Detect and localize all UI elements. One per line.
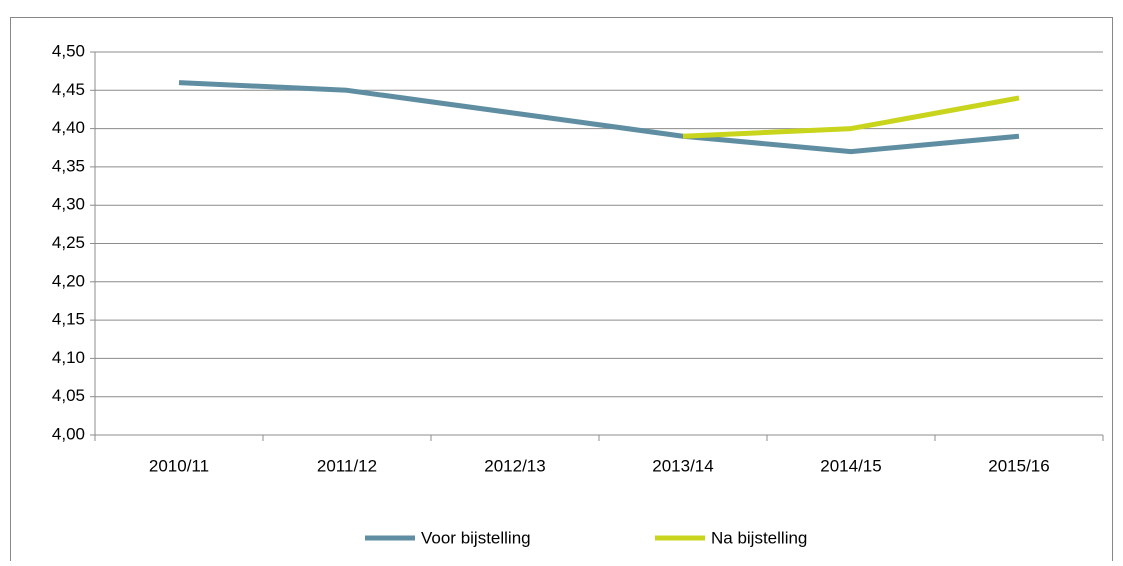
legend-label: Na bijstelling <box>711 528 807 547</box>
y-tick-label: 4,10 <box>52 348 85 367</box>
y-tick-label: 4,25 <box>52 233 85 252</box>
series-line <box>178 80 1020 155</box>
y-tick-label: 4,15 <box>52 310 85 329</box>
x-tick-label: 2012/13 <box>484 456 545 475</box>
y-tick-label: 4,05 <box>52 386 85 405</box>
chart-frame <box>10 17 1113 566</box>
x-tick-label: 2015/16 <box>988 456 1049 475</box>
x-tick-label: 2013/14 <box>652 456 713 475</box>
legend-label: Voor bijstelling <box>421 528 531 547</box>
x-tick-label: 2011/12 <box>317 456 377 475</box>
y-tick-label: 4,45 <box>52 80 85 99</box>
y-tick-label: 4,50 <box>52 41 85 60</box>
y-tick-label: 4,35 <box>52 156 85 175</box>
x-tick-label: 2010/11 <box>149 456 209 475</box>
y-tick-label: 4,20 <box>52 271 85 290</box>
y-tick-label: 4,40 <box>52 118 85 137</box>
y-tick-label: 4,30 <box>52 195 85 214</box>
series-line <box>682 95 1020 139</box>
x-tick-label: 2014/15 <box>820 456 881 475</box>
y-tick-label: 4,00 <box>52 424 85 443</box>
